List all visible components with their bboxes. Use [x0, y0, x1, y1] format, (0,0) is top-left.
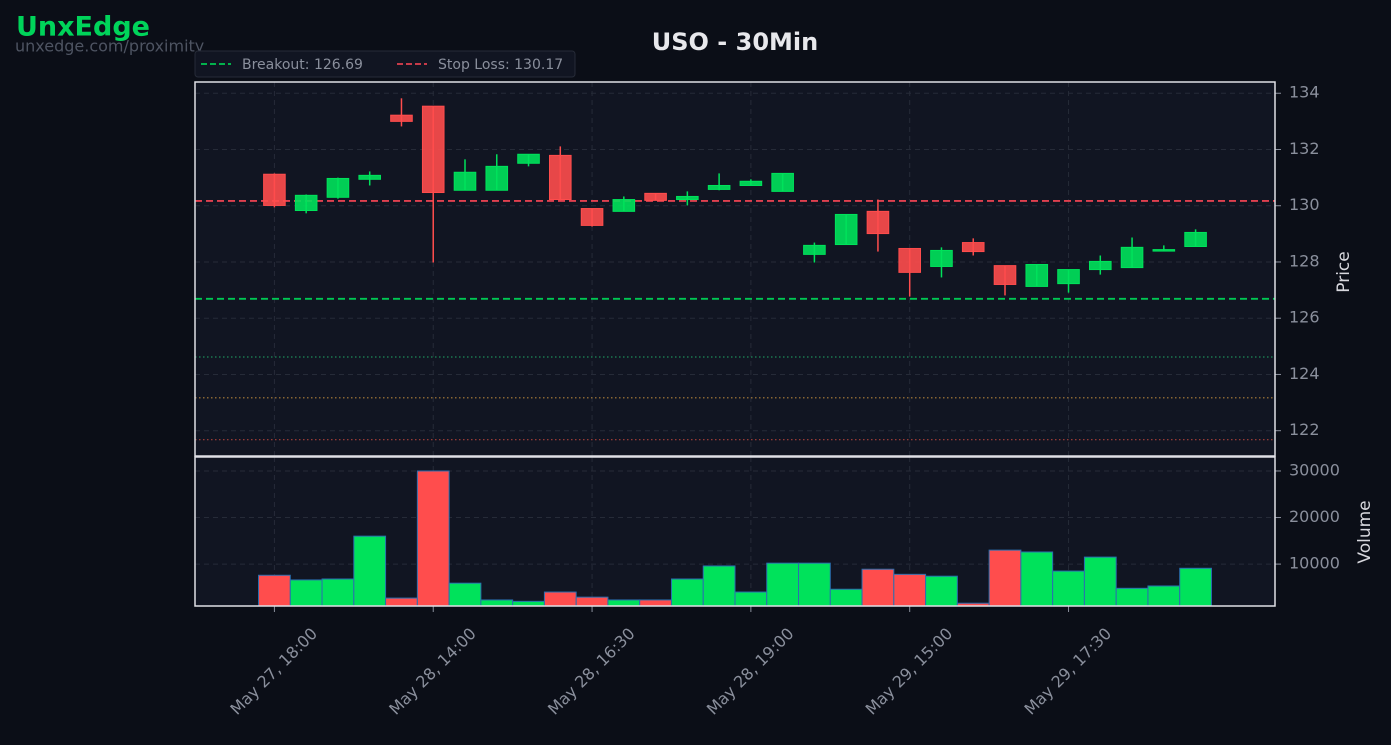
y-tick-label: 132 — [1289, 139, 1320, 158]
volume-bar — [893, 573, 927, 607]
candle-body — [961, 242, 985, 253]
volume-bar — [925, 575, 958, 607]
volume-bar — [321, 578, 355, 607]
price-frame — [194, 81, 1276, 457]
candle-body — [803, 244, 826, 255]
volume-bar — [448, 582, 482, 607]
candle-body — [390, 114, 413, 122]
candle-body — [644, 192, 667, 201]
y-tick-label: 134 — [1289, 83, 1320, 102]
volume-bar — [670, 578, 704, 607]
y-tick-label: 128 — [1289, 251, 1320, 270]
candle-body — [612, 199, 636, 212]
candle-body — [707, 184, 731, 190]
volume-bar — [734, 591, 768, 607]
y-tick-label: 122 — [1289, 420, 1320, 439]
volume-bar — [766, 562, 800, 607]
chart-title: USO - 30Min — [652, 28, 818, 56]
candle-body — [548, 154, 572, 201]
y-tick-label: 130 — [1289, 195, 1320, 214]
candle-body — [1152, 249, 1176, 252]
y-tick-label: 124 — [1289, 364, 1320, 383]
candle-body — [294, 194, 318, 212]
candle-body — [1088, 260, 1112, 271]
volume-frame — [194, 456, 1276, 607]
candle-body — [326, 177, 350, 198]
volume-bar — [385, 597, 418, 607]
volume-bar — [798, 562, 831, 607]
volume-bar — [353, 535, 387, 607]
candle-body — [1057, 269, 1080, 285]
candle-body — [771, 172, 794, 192]
candle-body — [358, 174, 382, 180]
candle-body — [993, 265, 1017, 285]
candle-body — [676, 195, 699, 201]
volume-bar — [1020, 551, 1054, 607]
volume-bar — [480, 599, 514, 607]
volume-bar — [543, 591, 577, 607]
y-tick-label: 126 — [1289, 308, 1320, 327]
volume-bar — [1179, 567, 1212, 607]
candle-body — [898, 247, 922, 273]
volume-bar — [289, 579, 323, 607]
volume-bar — [258, 574, 291, 607]
price-plot — [195, 82, 1275, 456]
volume-bar — [416, 470, 450, 607]
brand: UnxEdge — [16, 12, 150, 43]
volume-bar — [829, 588, 863, 607]
volume-bar — [1115, 587, 1149, 607]
candle-body — [866, 210, 890, 235]
volume-bar — [988, 549, 1022, 607]
volume-bar — [1052, 570, 1085, 607]
candle-body — [930, 249, 953, 267]
legend-label: Stop Loss: 130.17 — [438, 57, 563, 73]
candle-body — [739, 180, 763, 186]
candle-body — [485, 165, 509, 191]
y-tick-label: 10000 — [1289, 554, 1340, 573]
candle-body — [421, 105, 445, 194]
candle-body — [834, 213, 858, 246]
y-tick-label: 20000 — [1289, 507, 1340, 526]
y-axis-label: Volume — [1355, 500, 1375, 563]
volume-bar — [702, 565, 736, 607]
volume-bar — [575, 596, 609, 607]
volume-bar — [1147, 585, 1181, 607]
candle-body — [1120, 246, 1144, 269]
legend — [194, 50, 576, 78]
brand-url: unxedge.com/proximity — [15, 37, 204, 56]
y-axis-label: Price — [1334, 251, 1354, 292]
y-tick-label: 30000 — [1289, 460, 1340, 479]
volume-bar — [1083, 556, 1117, 607]
candle-body — [1025, 264, 1049, 287]
volume-bar — [639, 599, 672, 607]
candle-body — [263, 173, 286, 206]
candle-body — [580, 208, 604, 226]
candle-body — [517, 153, 540, 164]
volume-bar — [861, 568, 895, 607]
legend-label: Breakout: 126.69 — [242, 57, 363, 73]
candle-body — [1184, 231, 1207, 248]
volume-bar — [607, 599, 641, 607]
candle-body — [453, 171, 477, 191]
